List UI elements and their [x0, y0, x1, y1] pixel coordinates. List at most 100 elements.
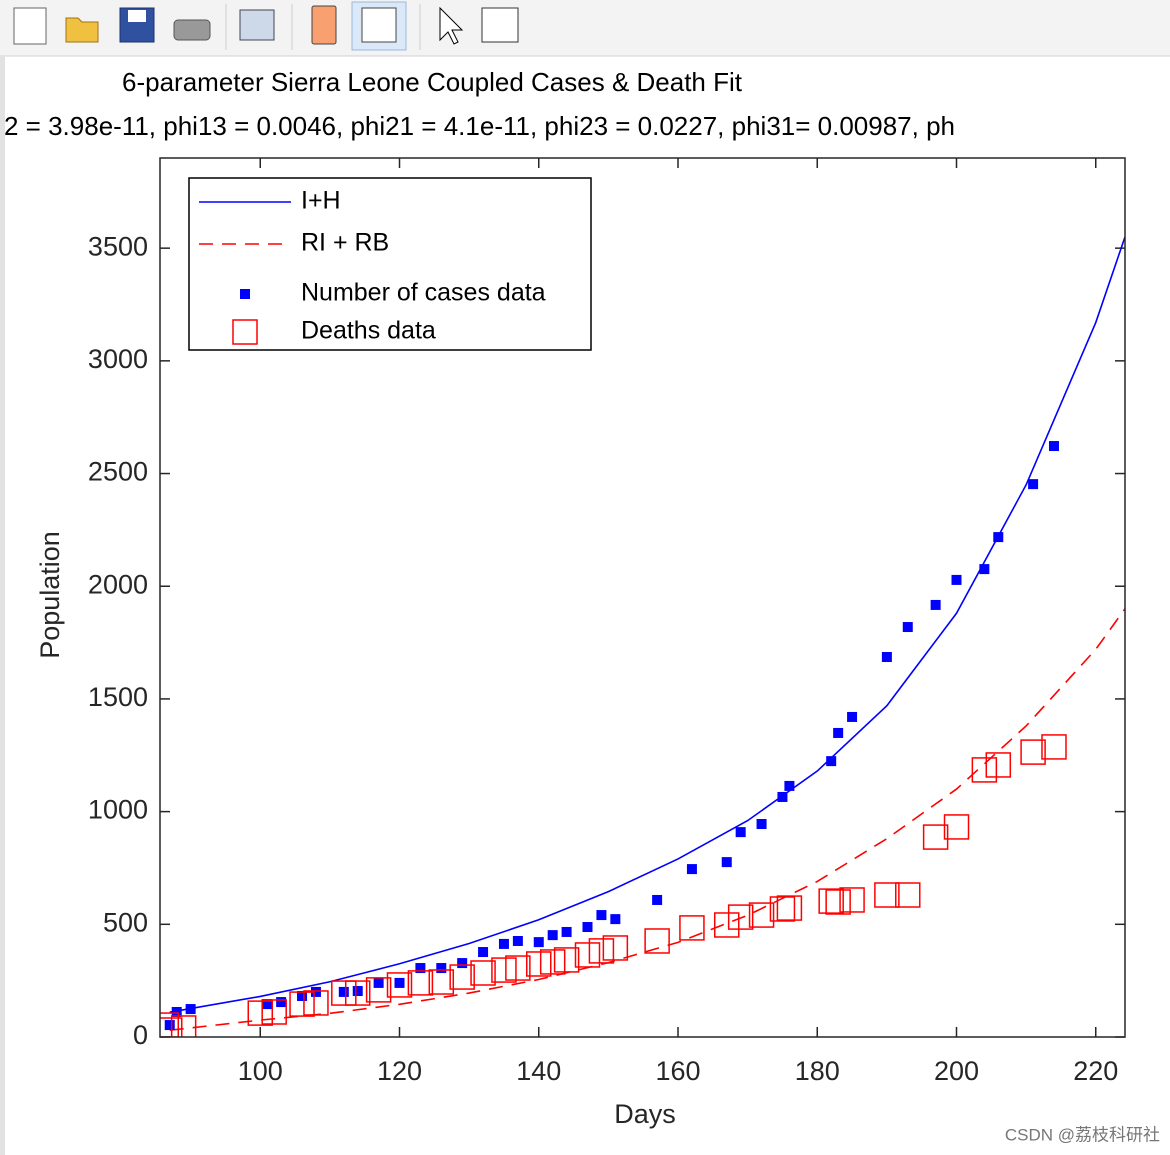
- case-point: [610, 914, 621, 925]
- death-point: [553, 947, 580, 973]
- death-point: [922, 824, 949, 850]
- case-point: [373, 977, 384, 988]
- y-tick-label: 0: [133, 1020, 148, 1050]
- death-point: [769, 896, 796, 922]
- death-point: [818, 888, 844, 914]
- death-point: [428, 969, 455, 995]
- death-point: [588, 938, 615, 964]
- y-tick-label: 2500: [88, 457, 148, 487]
- case-point: [512, 935, 523, 946]
- case-point: [993, 532, 1004, 543]
- case-point: [881, 652, 892, 663]
- case-point: [297, 990, 308, 1001]
- case-point: [164, 1020, 175, 1031]
- fit-line: [169, 608, 1125, 1032]
- legend-marker: [232, 319, 258, 345]
- death-point: [539, 949, 566, 975]
- case-point: [1028, 479, 1039, 490]
- death-point: [491, 957, 517, 983]
- save-icon-label: [128, 10, 146, 22]
- case-point: [457, 958, 468, 969]
- death-point: [985, 752, 1012, 778]
- chart-title: 6-parameter Sierra Leone Coupled Cases &…: [122, 67, 743, 97]
- death-point: [160, 1012, 180, 1037]
- death-point: [407, 970, 434, 996]
- case-point: [436, 963, 447, 974]
- case-point: [930, 599, 941, 610]
- case-point: [561, 926, 572, 937]
- x-axis-label: Days: [614, 1099, 676, 1129]
- death-point: [331, 980, 357, 1006]
- death-point: [895, 882, 921, 908]
- case-point: [826, 756, 837, 767]
- death-point: [748, 902, 775, 928]
- case-point: [902, 622, 913, 633]
- death-point: [470, 960, 496, 986]
- case-point: [582, 922, 593, 933]
- x-tick-label: 100: [238, 1056, 283, 1086]
- y-tick-label: 3500: [88, 231, 148, 261]
- x-tick-label: 180: [795, 1056, 840, 1086]
- print-icon[interactable]: [173, 19, 211, 41]
- death-point: [825, 889, 851, 915]
- case-point: [756, 819, 767, 830]
- death-point: [344, 980, 371, 1006]
- death-point: [713, 912, 740, 938]
- case-point: [847, 711, 858, 722]
- pointer-icon[interactable]: [439, 6, 464, 45]
- case-point: [533, 937, 544, 948]
- link-icon[interactable]: [239, 9, 275, 41]
- death-point: [449, 964, 475, 990]
- death-point: [365, 977, 392, 1003]
- death-point: [644, 928, 670, 954]
- y-axis-label: Population: [35, 531, 65, 659]
- property-icon[interactable]: [481, 7, 519, 43]
- death-point: [526, 951, 552, 977]
- death-point: [247, 1000, 274, 1026]
- case-point: [721, 857, 732, 868]
- death-point: [303, 990, 329, 1016]
- case-point: [498, 938, 509, 949]
- case-point: [310, 986, 321, 997]
- new-icon[interactable]: [13, 7, 47, 45]
- y-tick-label: 1000: [88, 795, 148, 825]
- death-point: [170, 1015, 197, 1037]
- x-tick-label: 200: [934, 1056, 979, 1086]
- death-point: [160, 1017, 183, 1037]
- chart-subtitle: 2 = 3.98e-11, phi13 = 0.0046, phi21 = 4.…: [4, 111, 955, 141]
- axes-box: [159, 157, 1126, 1038]
- y-tick-label: 3000: [88, 344, 148, 374]
- case-point: [652, 894, 663, 905]
- death-point: [874, 882, 900, 908]
- legend-label: Number of cases data: [301, 279, 546, 307]
- plot-content: [160, 236, 1125, 1037]
- case-point: [478, 947, 489, 958]
- case-point: [352, 986, 363, 997]
- legend-label: RI + RB: [301, 229, 389, 257]
- case-point: [777, 791, 788, 802]
- case-point: [185, 1004, 196, 1015]
- case-point: [262, 999, 273, 1010]
- watermark: CSDN @荔枝科研社: [1005, 1125, 1160, 1144]
- case-point: [596, 910, 607, 921]
- case-point: [784, 780, 795, 791]
- death-point: [727, 904, 754, 930]
- y-tick-label: 1500: [88, 682, 148, 712]
- death-point: [289, 991, 315, 1017]
- death-point: [971, 757, 998, 783]
- fit-line: [169, 236, 1125, 1013]
- death-point: [679, 915, 705, 941]
- death-point: [386, 972, 413, 998]
- case-point: [951, 574, 962, 585]
- death-point: [776, 895, 803, 921]
- case-point: [338, 986, 349, 997]
- death-point: [839, 887, 865, 913]
- legend-box: [188, 177, 592, 351]
- colorbar-icon[interactable]: [311, 5, 337, 45]
- open-icon[interactable]: [65, 17, 99, 43]
- x-tick-label: 120: [377, 1056, 422, 1086]
- case-point: [833, 727, 844, 738]
- x-tick-label: 140: [516, 1056, 561, 1086]
